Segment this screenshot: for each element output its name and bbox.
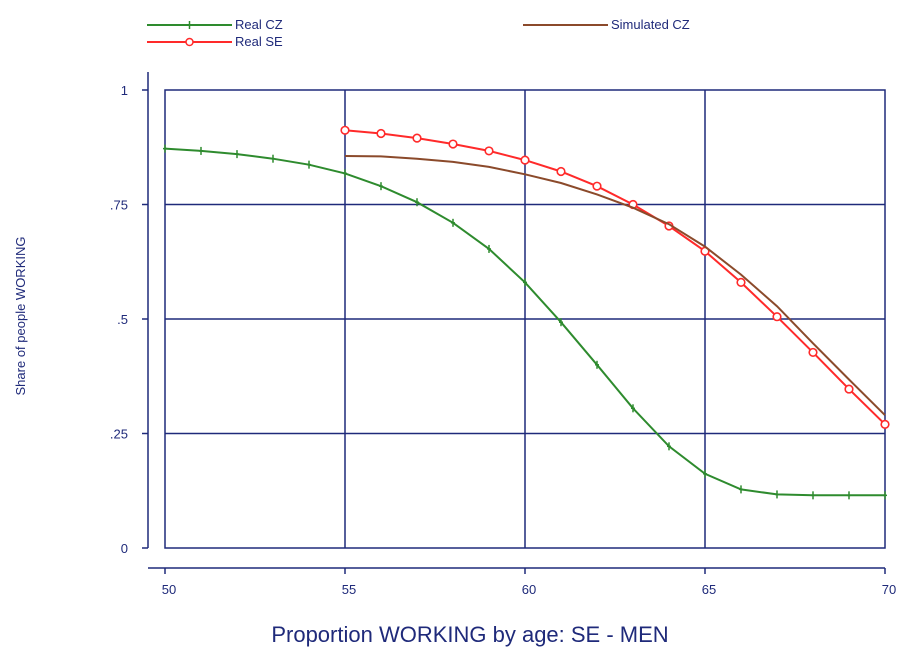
legend-item-simulated-cz: Simulated CZ	[523, 17, 690, 32]
series-line-simulated-cz	[344, 155, 886, 416]
data-point-real-se-69	[844, 384, 854, 394]
legend-item-real-se: Real SE	[147, 34, 283, 49]
y-tick-label-4: 1	[121, 83, 128, 98]
data-point-real-cz-51	[199, 146, 203, 155]
series-real-cz	[163, 144, 887, 500]
y-axis-title: Share of people WORKING	[13, 237, 28, 396]
y-tick-label-3: .75	[110, 198, 128, 213]
data-point-real-se-55	[340, 125, 350, 135]
data-point-real-se-56	[376, 128, 386, 139]
data-point-real-cz-53	[271, 154, 275, 163]
data-point-real-se-59	[484, 146, 494, 156]
plot-frame	[164, 89, 886, 549]
data-point-real-cz-50	[163, 144, 167, 153]
legend-marker-real-se	[185, 37, 194, 47]
data-point-real-se-67	[772, 312, 782, 322]
legend-item-real-cz: Real CZ	[147, 17, 283, 32]
data-point-real-cz-64	[667, 442, 671, 451]
legend-label-real-se: Real SE	[235, 34, 283, 49]
data-point-real-cz-66	[739, 485, 743, 494]
data-point-real-cz-63	[631, 404, 635, 413]
data-point-real-cz-54	[307, 160, 311, 169]
data-point-real-cz-61	[559, 318, 563, 327]
x-tick-label-2: 60	[522, 582, 536, 597]
data-point-real-cz-62	[595, 360, 599, 369]
data-point-real-se-61	[556, 166, 566, 177]
y-tick-label-1: .25	[110, 427, 128, 442]
data-point-real-cz-70	[883, 491, 887, 500]
grid	[165, 90, 885, 548]
data-point-real-cz-59	[487, 244, 491, 253]
series-real-se	[340, 125, 890, 429]
y-tick-label-2: .5	[117, 312, 128, 327]
data-point-real-cz-69	[847, 491, 851, 500]
data-point-real-se-70	[880, 419, 890, 429]
x-tick-label-4: 70	[882, 582, 896, 597]
series-line-real-se	[344, 129, 886, 426]
legend-label-real-cz: Real CZ	[235, 17, 283, 32]
data-point-real-cz-55	[343, 169, 347, 178]
x-tick-label-0: 50	[162, 582, 176, 597]
x-axis-title: Proportion WORKING by age: SE - MEN	[271, 622, 668, 647]
series-simulated-cz	[344, 155, 886, 416]
data-point-real-cz-68	[811, 491, 815, 500]
data-point-real-cz-67	[775, 490, 779, 499]
data-point-real-cz-52	[235, 150, 239, 159]
x-tick-label-1: 55	[342, 582, 356, 597]
y-tick-label-0: 0	[121, 541, 128, 556]
data-point-real-se-57	[412, 133, 422, 143]
data-point-real-cz-58	[451, 218, 455, 227]
data-point-real-se-62	[592, 181, 602, 191]
data-point-real-cz-57	[415, 198, 419, 207]
data-point-real-se-58	[448, 139, 458, 149]
data-point-real-cz-65	[703, 469, 707, 478]
legend: Real CZ Real SE Simulated CZ	[147, 17, 690, 49]
series-layer	[163, 125, 890, 500]
x-tick-label-3: 65	[702, 582, 716, 597]
legend-label-simulated-cz: Simulated CZ	[611, 17, 690, 32]
data-point-real-cz-56	[379, 182, 383, 191]
data-point-real-se-68	[808, 347, 818, 358]
data-point-real-se-66	[736, 277, 746, 287]
data-point-real-se-60	[520, 155, 530, 165]
data-point-real-cz-60	[523, 278, 527, 287]
axes: 0 .25 .5 .75 1 50 55 60 65 70	[110, 72, 896, 597]
